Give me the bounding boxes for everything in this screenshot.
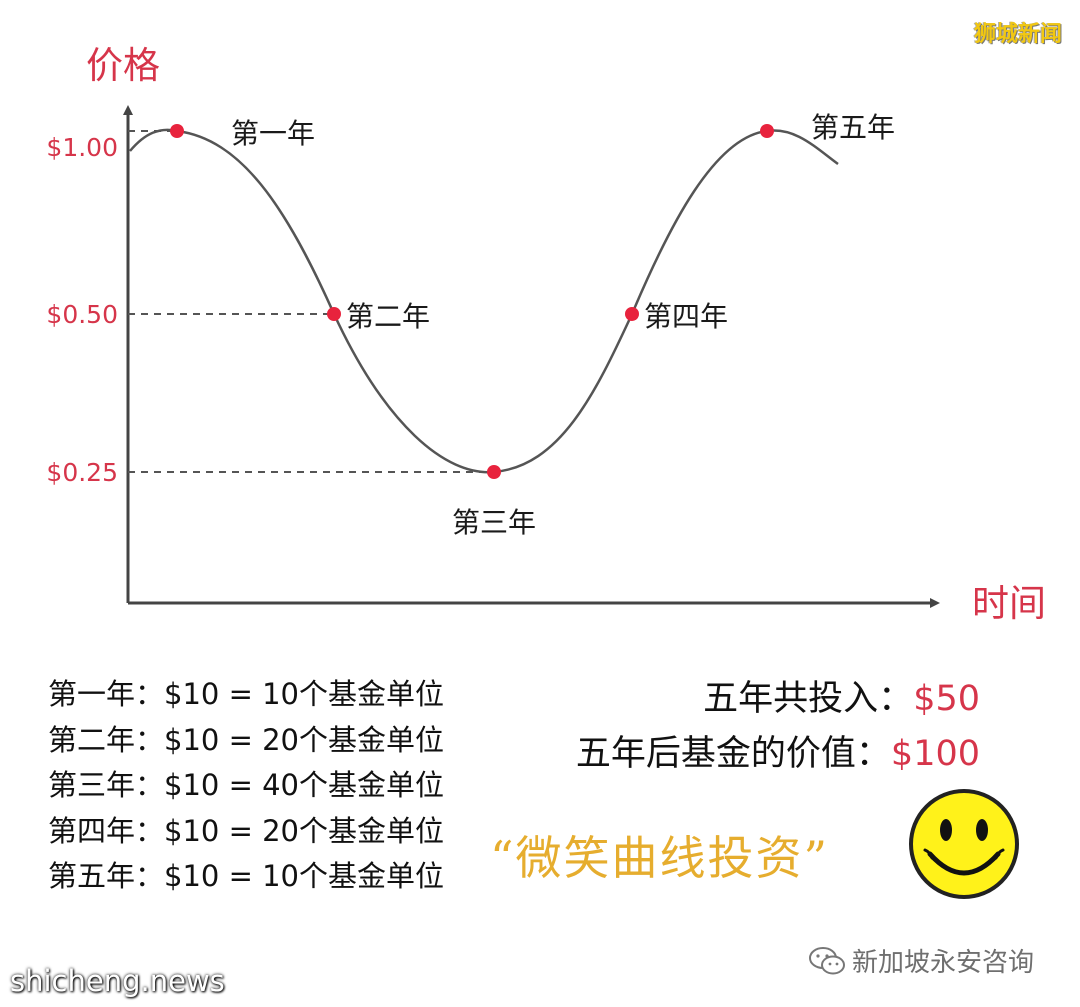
y-axis-title: 价格 (86, 44, 160, 87)
year-row-4: 第四年：$10 = 20个基金单位 (48, 813, 444, 848)
y-tick-label: $1.00 (46, 133, 118, 162)
data-point-label: 第三年 (452, 506, 536, 539)
summary-total-label: 五年共投入： (703, 679, 914, 719)
data-point (327, 307, 341, 321)
data-point-label: 第一年 (231, 117, 315, 150)
y-tick-labels: $1.00 $0.50 $0.25 (46, 133, 118, 487)
data-point-label: 第五年 (811, 111, 895, 144)
x-axis-title: 时间 (972, 582, 1046, 625)
year-list: 第一年：$10 = 10个基金单位 第二年：$10 = 20个基金单位 第三年：… (48, 672, 444, 900)
smile-curve-title: “微笑曲线投资” (490, 831, 830, 885)
data-point-label: 第四年 (644, 300, 728, 333)
smiley-icon (909, 789, 1019, 899)
summary-total: 五年共投入：$50 (576, 672, 980, 727)
data-point (170, 124, 184, 138)
summary: 五年共投入：$50 五年后基金的价值：$100 (576, 672, 980, 782)
year-row-5: 第五年：$10 = 10个基金单位 (48, 859, 444, 893)
watermark-top: 狮城新闻 (973, 22, 1062, 47)
data-point (760, 124, 774, 138)
site-watermark: shicheng.news (10, 964, 225, 998)
summary-total-value: $50 (913, 679, 980, 719)
data-point (625, 307, 639, 321)
year-row-3: 第三年：$10 = 40个基金单位 (48, 768, 444, 802)
guide-lines (128, 130, 494, 473)
source: 新加坡永安咨询 (808, 942, 1034, 979)
summary-after-label: 五年后基金的价值： (575, 734, 891, 774)
y-tick-label: $0.25 (46, 458, 118, 487)
year-row-1: 第一年：$10 = 10个基金单位 (48, 677, 444, 711)
wechat-icon (809, 946, 845, 974)
y-tick-label: $0.50 (46, 300, 118, 329)
year-row-2: 第二年：$10 = 20个基金单位 (48, 722, 444, 757)
source-name: 新加坡永安咨询 (852, 948, 1035, 978)
summary-after: 五年后基金的价值：$100 (576, 727, 980, 782)
summary-after-value: $100 (890, 734, 980, 774)
data-point-label: 第二年 (346, 300, 430, 333)
price-curve (129, 128, 839, 474)
data-point (487, 465, 501, 479)
